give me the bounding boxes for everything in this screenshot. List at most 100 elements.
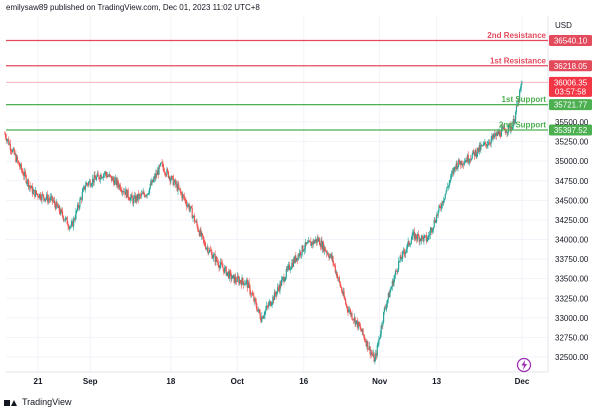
candle: [191, 204, 193, 219]
candle: [336, 271, 338, 279]
candle: [93, 171, 95, 186]
candle: [63, 217, 65, 223]
candle: [361, 328, 363, 336]
candle: [38, 193, 41, 200]
candle: [189, 204, 191, 213]
candle: [216, 257, 219, 266]
candle: [389, 288, 391, 298]
candle: [91, 182, 93, 188]
candle: [326, 250, 329, 256]
candle: [175, 180, 177, 188]
candle: [216, 255, 218, 263]
candle: [220, 258, 222, 269]
candle: [155, 169, 157, 182]
candle: [252, 291, 254, 297]
candle: [439, 202, 442, 212]
candle: [377, 340, 379, 348]
candle: [80, 196, 82, 200]
candle: [163, 164, 165, 173]
candle: [248, 278, 250, 289]
candle: [275, 291, 277, 300]
candle: [383, 306, 385, 315]
candle: [141, 189, 143, 199]
candle: [419, 237, 421, 246]
level-name: 1st Resistance: [490, 56, 547, 65]
candle: [447, 185, 450, 191]
candle: [208, 251, 210, 256]
candle: [364, 338, 367, 343]
candle: [76, 209, 78, 214]
candle: [500, 124, 503, 137]
candle: [106, 172, 109, 178]
candle: [481, 145, 484, 147]
candle: [346, 305, 348, 314]
candle: [129, 194, 132, 204]
candle: [473, 148, 475, 154]
candle: [492, 134, 494, 141]
candle: [134, 192, 136, 204]
candle: [61, 207, 64, 219]
candle: [310, 237, 312, 246]
candle: [280, 275, 283, 287]
candle: [181, 191, 183, 201]
candle: [487, 140, 489, 149]
price-axis[interactable]: 32500.00 32750.00 33000.00 33250.00 33500.00…: [555, 118, 589, 362]
candle: [273, 296, 275, 304]
y-tick-label: 34750.00: [555, 177, 589, 186]
level-name: 1st Support: [502, 95, 547, 104]
candle: [69, 225, 71, 232]
candle: [260, 317, 262, 323]
candle: [355, 320, 357, 327]
candle: [328, 253, 330, 261]
time-axis[interactable]: 21 Sep 18 Oct 16 Nov 13 Dec: [34, 377, 530, 386]
candle: [151, 177, 153, 186]
candle: [54, 202, 56, 211]
candle: [485, 143, 488, 149]
candle: [18, 161, 20, 166]
candle: [510, 123, 512, 135]
candle: [436, 213, 438, 218]
candle: [223, 268, 225, 276]
candle: [69, 225, 72, 230]
candle: [392, 279, 394, 287]
candle: [507, 123, 510, 136]
candle: [470, 158, 472, 162]
candle: [111, 176, 113, 181]
candle: [38, 196, 40, 198]
candle: [448, 180, 450, 189]
candle: [215, 255, 217, 266]
candle: [413, 227, 416, 242]
candle: [197, 224, 199, 232]
candle: [341, 286, 343, 293]
candle: [125, 188, 128, 199]
candle: [106, 171, 108, 179]
candle: [53, 197, 55, 204]
candle: [302, 245, 304, 252]
candle: [335, 269, 337, 276]
candle: [242, 277, 244, 285]
candle: [227, 268, 230, 280]
y-tick-label: 32750.00: [555, 333, 589, 342]
candle: [141, 190, 143, 195]
candle: [469, 155, 472, 164]
candle: [85, 180, 87, 187]
candle: [60, 206, 62, 216]
candle: [98, 174, 100, 180]
candle: [79, 197, 81, 210]
candle: [458, 157, 460, 167]
candle: [493, 130, 495, 139]
candle: [36, 193, 38, 196]
candle: [101, 176, 103, 180]
candle: [476, 152, 478, 160]
candle: [217, 259, 219, 268]
candle: [224, 265, 227, 272]
candle: [257, 310, 259, 312]
candle: [20, 162, 22, 170]
lightning-icon[interactable]: [516, 357, 532, 373]
candle: [80, 196, 83, 204]
candle: [62, 215, 64, 222]
candle: [56, 201, 58, 207]
candle: [473, 152, 476, 160]
